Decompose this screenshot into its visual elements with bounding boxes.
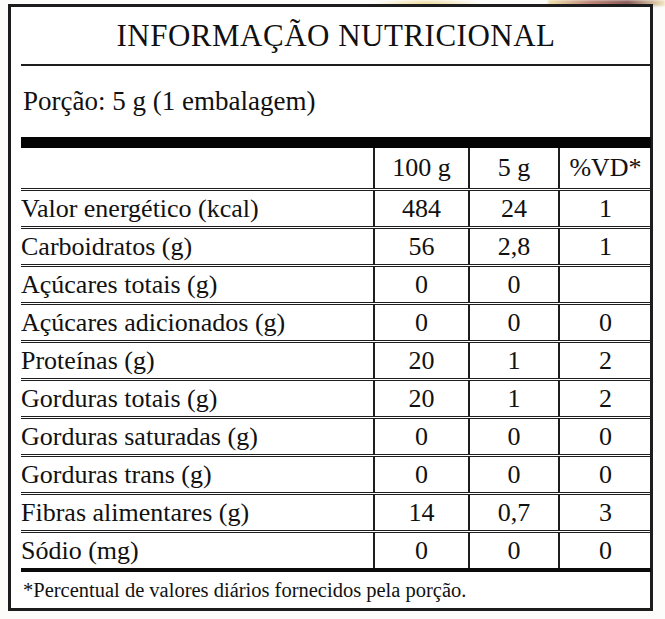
value-vd — [559, 266, 651, 304]
row-label: Valor energético (kcal) — [21, 190, 374, 228]
row-label: Carboidratos (g) — [21, 228, 374, 266]
value-100g: 20 — [374, 380, 469, 418]
value-100g: 0 — [374, 304, 469, 342]
table-row-acucares-totais: Açúcares totais (g) 0 0 — [21, 266, 651, 304]
value-vd: 0 — [559, 532, 651, 571]
header-separator-bar — [21, 137, 651, 148]
value-100g: 14 — [374, 494, 469, 532]
row-label: Açúcares totais (g) — [21, 266, 374, 304]
serving-size-line: Porção: 5 g (1 embalagem) — [21, 66, 651, 137]
value-vd: 3 — [559, 494, 651, 532]
table-row-fibras: Fibras alimentares (g) 14 0,7 3 — [21, 494, 651, 532]
row-label: Fibras alimentares (g) — [21, 494, 374, 532]
value-5g: 0 — [469, 456, 559, 494]
value-5g: 24 — [469, 190, 559, 228]
nutrition-label-content: INFORMAÇÃO NUTRICIONAL Porção: 5 g (1 em… — [21, 7, 651, 608]
value-vd: 0 — [559, 456, 651, 494]
value-vd: 2 — [559, 342, 651, 380]
value-100g: 20 — [374, 342, 469, 380]
daily-value-footnote: *Percentual de valores diários fornecido… — [21, 572, 651, 608]
label-title: INFORMAÇÃO NUTRICIONAL — [21, 7, 651, 66]
value-5g: 2,8 — [469, 228, 559, 266]
value-100g: 56 — [374, 228, 469, 266]
row-label: Gorduras trans (g) — [21, 456, 374, 494]
row-label: Açúcares adicionados (g) — [21, 304, 374, 342]
value-100g: 0 — [374, 532, 469, 571]
value-5g: 0 — [469, 304, 559, 342]
nutrition-label-frame: INFORMAÇÃO NUTRICIONAL Porção: 5 g (1 em… — [8, 4, 653, 611]
value-100g: 0 — [374, 266, 469, 304]
table-row-gorduras-totais: Gorduras totais (g) 20 1 2 — [21, 380, 651, 418]
row-label: Sódio (mg) — [21, 532, 374, 571]
table-row-gorduras-trans: Gorduras trans (g) 0 0 0 — [21, 456, 651, 494]
value-100g: 0 — [374, 456, 469, 494]
table-row-proteinas: Proteínas (g) 20 1 2 — [21, 342, 651, 380]
nutrition-table: 100 g 5 g %VD* Valor energético (kcal) 4… — [21, 148, 651, 572]
value-100g: 0 — [374, 418, 469, 456]
value-vd: 0 — [559, 418, 651, 456]
table-row-gorduras-saturadas: Gorduras saturadas (g) 0 0 0 — [21, 418, 651, 456]
value-vd: 1 — [559, 228, 651, 266]
value-5g: 0 — [469, 532, 559, 571]
value-5g: 1 — [469, 380, 559, 418]
value-vd: 1 — [559, 190, 651, 228]
value-100g: 484 — [374, 190, 469, 228]
row-label: Gorduras saturadas (g) — [21, 418, 374, 456]
row-label: Gorduras totais (g) — [21, 380, 374, 418]
table-row-sodio: Sódio (mg) 0 0 0 — [21, 532, 651, 571]
header-col-100g: 100 g — [374, 148, 469, 190]
row-label: Proteínas (g) — [21, 342, 374, 380]
value-5g: 0 — [469, 418, 559, 456]
header-blank-cell — [21, 148, 374, 190]
table-row-carboidratos: Carboidratos (g) 56 2,8 1 — [21, 228, 651, 266]
header-col-vd: %VD* — [559, 148, 651, 190]
value-vd: 0 — [559, 304, 651, 342]
table-header-row: 100 g 5 g %VD* — [21, 148, 651, 190]
value-5g: 0,7 — [469, 494, 559, 532]
value-vd: 2 — [559, 380, 651, 418]
table-row-acucares-adicionados: Açúcares adicionados (g) 0 0 0 — [21, 304, 651, 342]
value-5g: 1 — [469, 342, 559, 380]
header-col-5g: 5 g — [469, 148, 559, 190]
value-5g: 0 — [469, 266, 559, 304]
table-row-valor-energetico: Valor energético (kcal) 484 24 1 — [21, 190, 651, 228]
